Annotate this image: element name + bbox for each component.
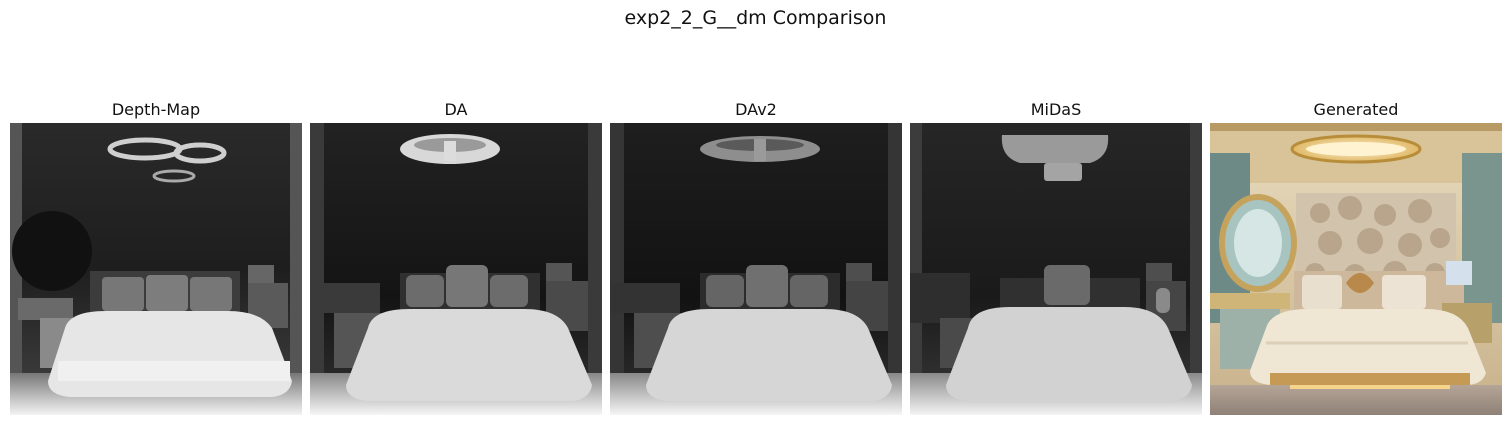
midas-depth-image [910, 123, 1202, 415]
panel-depth-map: Depth-Map [10, 100, 302, 122]
da-depth-image [310, 123, 602, 415]
panel-title-depth-map: Depth-Map [10, 100, 302, 122]
panel-title-da: DA [310, 100, 602, 122]
dav2-depth-image [610, 123, 902, 415]
generated-bedroom-image [1210, 123, 1502, 415]
panel-da: DA [310, 100, 602, 122]
panel-title-midas: MiDaS [910, 100, 1202, 122]
panel-title-generated: Generated [1210, 100, 1502, 122]
panel-midas: MiDaS [910, 100, 1202, 122]
figure-title: exp2_2_G__dm Comparison [0, 7, 1511, 29]
depth-map-image [10, 123, 302, 415]
panel-title-dav2: DAv2 [610, 100, 902, 122]
panel-generated: Generated [1210, 100, 1502, 122]
panel-dav2: DAv2 [610, 100, 902, 122]
